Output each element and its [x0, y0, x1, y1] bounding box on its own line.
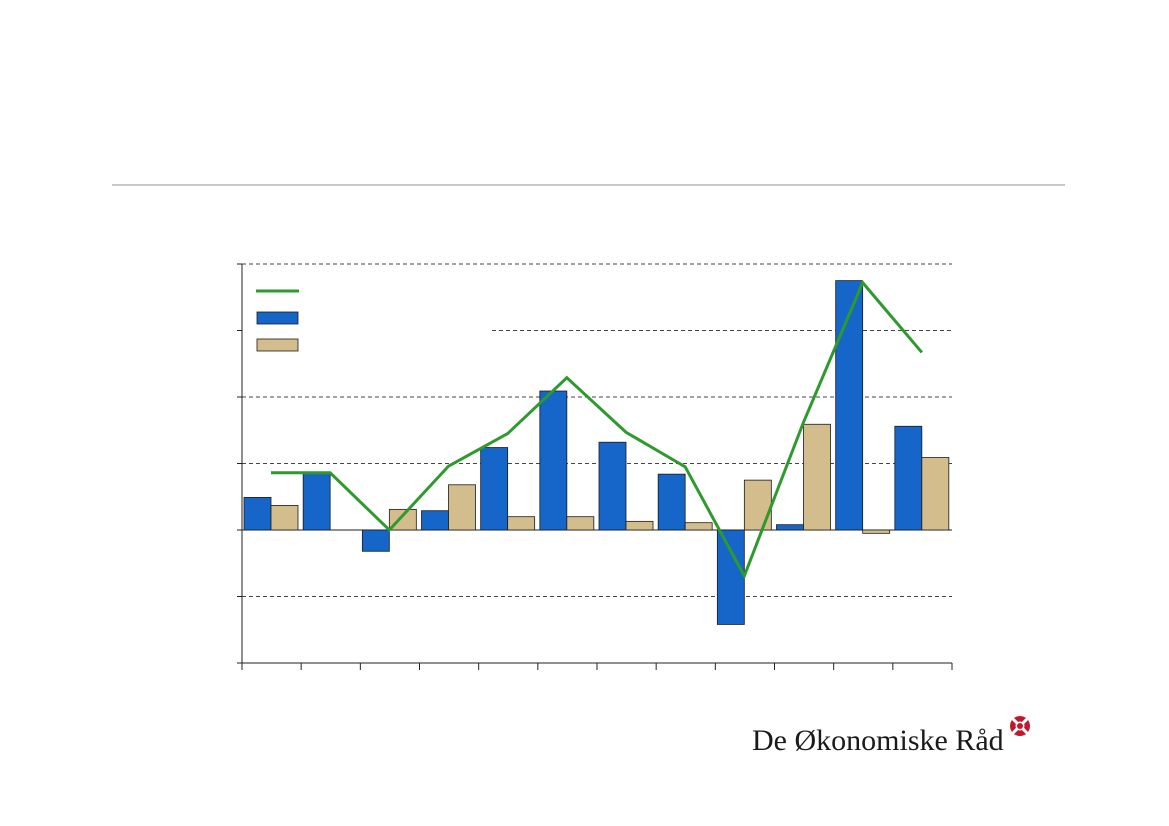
- bar: [803, 423, 831, 531]
- bar: [598, 441, 627, 531]
- bar: [507, 516, 536, 531]
- logo: De Økonomiske Råd: [752, 712, 1042, 762]
- bars: [243, 280, 950, 625]
- logo-text: De Økonomiske Råd: [752, 724, 1004, 757]
- bar: [743, 479, 772, 531]
- bar: [361, 529, 390, 552]
- bar: [657, 473, 686, 531]
- bar: [684, 522, 713, 531]
- bar: [625, 520, 654, 531]
- bar: [270, 504, 299, 531]
- legend: [256, 289, 299, 352]
- bar: [566, 516, 595, 531]
- bar: [480, 447, 509, 531]
- bar: [302, 472, 331, 531]
- series-line: [271, 279, 923, 580]
- bar: [539, 390, 568, 531]
- seal-icon: [1010, 716, 1030, 736]
- bar: [894, 425, 923, 531]
- bar: [921, 457, 950, 531]
- grid: [242, 263, 952, 597]
- axes: [237, 263, 953, 670]
- bar: [421, 510, 449, 531]
- bar: [243, 497, 272, 531]
- bar: [776, 524, 804, 531]
- bar: [835, 280, 864, 531]
- header-divider: [112, 184, 1065, 186]
- legend-bar-swatch: [256, 311, 299, 325]
- bar: [716, 529, 745, 625]
- line-series: [270, 279, 923, 580]
- bar: [862, 529, 891, 534]
- legend-bar-swatch: [256, 338, 299, 352]
- bar: [448, 484, 476, 531]
